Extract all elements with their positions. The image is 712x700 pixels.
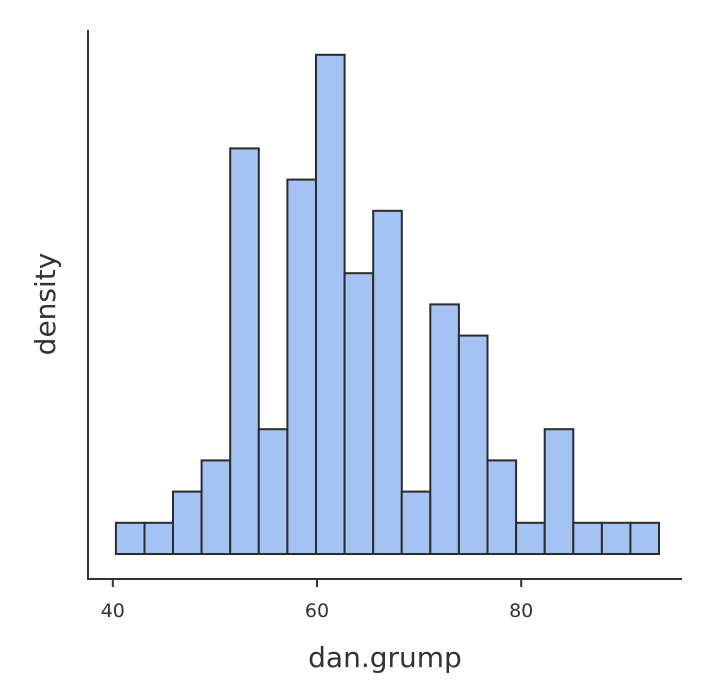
histogram-bar bbox=[343, 272, 375, 555]
histogram-bars bbox=[114, 53, 661, 556]
x-axis-title: dan.grump bbox=[308, 641, 462, 674]
histogram-bar bbox=[400, 490, 432, 556]
histogram-bar bbox=[200, 459, 232, 555]
histogram-bar bbox=[543, 428, 575, 556]
histogram-bar bbox=[515, 521, 546, 555]
x-axis-ticks: 40 60 80 bbox=[101, 579, 533, 622]
histogram-bar bbox=[372, 209, 403, 556]
histogram-bar bbox=[486, 459, 518, 555]
x-tick-label: 40 bbox=[101, 600, 125, 622]
histogram-bar bbox=[572, 521, 603, 555]
histogram-bar bbox=[172, 490, 203, 556]
histogram-bar bbox=[286, 178, 317, 555]
histogram-bar bbox=[257, 428, 289, 556]
y-axis-title: density bbox=[29, 253, 62, 356]
x-tick-label: 60 bbox=[305, 600, 329, 622]
histogram-bar bbox=[315, 53, 346, 556]
histogram-bar bbox=[457, 334, 489, 555]
histogram-bar bbox=[229, 147, 260, 555]
histogram-bar bbox=[114, 521, 146, 555]
histogram-bar bbox=[600, 521, 632, 555]
histogram-bar bbox=[143, 521, 175, 555]
histogram-bar bbox=[429, 303, 460, 555]
histogram-bar bbox=[629, 521, 661, 555]
x-tick-label: 80 bbox=[509, 600, 533, 622]
